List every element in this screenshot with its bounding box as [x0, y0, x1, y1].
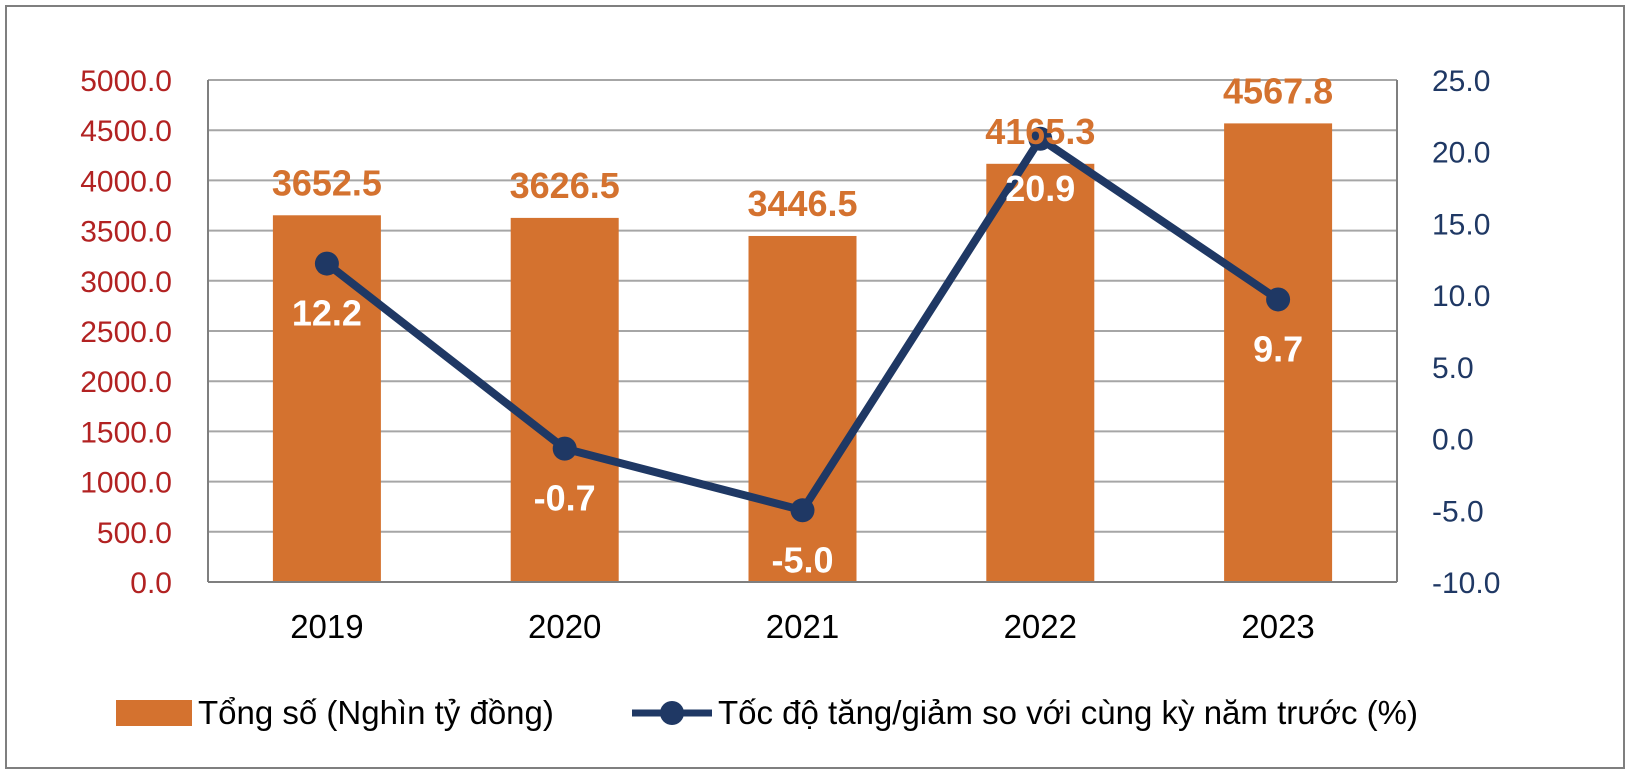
- y-right-tick-label: 15.0: [1432, 208, 1490, 241]
- y-left-tick-label: 2500.0: [80, 316, 172, 349]
- legend: Tổng số (Nghìn tỷ đồng) Tốc độ tăng/giảm…: [116, 694, 1418, 731]
- line-data-label: -5.0: [771, 539, 833, 580]
- y-right-tick-label: 5.0: [1432, 352, 1474, 385]
- bar: [272, 215, 381, 582]
- y-left-tick-label: 4500.0: [80, 115, 172, 148]
- legend-line-label: Tốc độ tăng/giảm so với cùng kỳ năm trướ…: [718, 694, 1418, 731]
- grid-layer: [208, 79, 1397, 533]
- y-left-tick-label: 1500.0: [80, 416, 172, 449]
- line-point: [552, 436, 577, 461]
- bar-data-label: 3652.5: [272, 162, 382, 203]
- data-labels: 3652.5 3626.5 3446.5 4165.3 4567.8 12.2 -0.7 -5…: [272, 70, 1333, 580]
- line-data-label: -0.7: [534, 478, 596, 519]
- y-left-tick-label: 0.0: [130, 567, 172, 600]
- y-right-tick-label: 20.0: [1432, 137, 1490, 170]
- y-left-tick-label: 3500.0: [80, 216, 172, 249]
- legend-line-marker: [660, 701, 684, 725]
- bar: [748, 235, 857, 582]
- bar-series: [272, 123, 1333, 582]
- y-left-tick-label: 500.0: [97, 517, 172, 550]
- y-left-tick-label: 1000.0: [80, 467, 172, 500]
- y-right-tick-label: -5.0: [1432, 495, 1484, 528]
- legend-bar-label: Tổng số (Nghìn tỷ đồng): [198, 694, 554, 731]
- y-left-tick-label: 5000.0: [80, 65, 172, 98]
- y-left-tick-label: 2000.0: [80, 366, 172, 399]
- bar: [510, 217, 619, 582]
- bar-data-label: 3446.5: [747, 183, 857, 224]
- y-left-tick-label: 3000.0: [80, 266, 172, 299]
- bar-data-label: 3626.5: [510, 165, 620, 206]
- bar-data-label: 4165.3: [985, 111, 1095, 152]
- y-right-tick-label: 25.0: [1432, 65, 1490, 98]
- x-tick-label: 2020: [528, 608, 601, 645]
- line-point: [1028, 126, 1053, 151]
- line-point: [790, 498, 815, 523]
- x-tick-label: 2021: [766, 608, 839, 645]
- y-left-tick-label: 4000.0: [80, 165, 172, 198]
- y-right-tick-label: 0.0: [1432, 424, 1474, 457]
- line-series: [314, 126, 1291, 523]
- bar: [986, 163, 1095, 582]
- bar-data-label: 4567.8: [1223, 70, 1333, 111]
- legend-bar-swatch: [116, 700, 192, 726]
- x-tick-label: 2019: [290, 608, 363, 645]
- line-data-label: 20.9: [1005, 168, 1075, 209]
- line-data-label: 12.2: [292, 293, 362, 334]
- y-right-tick-label: 10.0: [1432, 280, 1490, 313]
- line-point: [1266, 287, 1291, 312]
- axes: 0.0 500.0 1000.0 1500.0 2000.0 2500.0 3000.0 35…: [80, 65, 1500, 645]
- x-tick-label: 2023: [1241, 608, 1314, 645]
- line-point: [314, 251, 339, 276]
- bar: [1224, 123, 1333, 582]
- x-tick-label: 2022: [1004, 608, 1077, 645]
- y-right-tick-label: -10.0: [1432, 567, 1500, 600]
- line-data-label: 9.7: [1253, 328, 1303, 369]
